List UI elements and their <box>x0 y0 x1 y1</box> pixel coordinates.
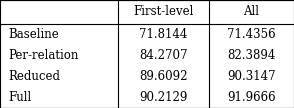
Text: 84.2707: 84.2707 <box>139 49 187 62</box>
Text: 90.3147: 90.3147 <box>227 70 276 83</box>
Text: All: All <box>243 5 259 18</box>
Text: Baseline: Baseline <box>9 28 60 41</box>
Text: 82.3894: 82.3894 <box>227 49 275 62</box>
Text: 91.9666: 91.9666 <box>227 91 276 104</box>
Text: 71.8144: 71.8144 <box>139 28 187 41</box>
Text: Per-relation: Per-relation <box>9 49 79 62</box>
Text: Full: Full <box>9 91 32 104</box>
Text: 89.6092: 89.6092 <box>139 70 187 83</box>
Text: 90.2129: 90.2129 <box>139 91 187 104</box>
Text: First-level: First-level <box>133 5 193 18</box>
Text: 71.4356: 71.4356 <box>227 28 276 41</box>
Text: Reduced: Reduced <box>9 70 61 83</box>
